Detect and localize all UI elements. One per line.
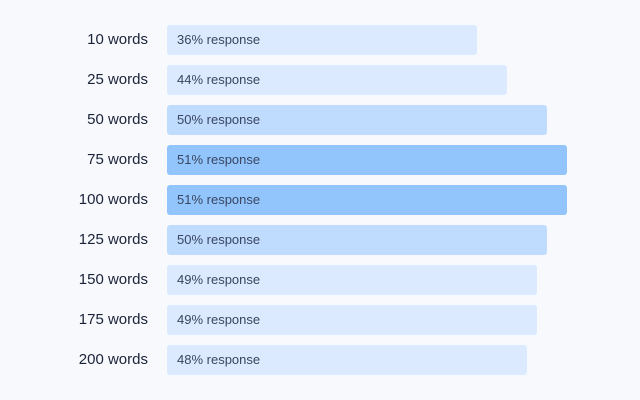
bar-value-label: 49% response (177, 312, 261, 327)
bar-value-label: 49% response (177, 272, 261, 287)
category-label: 175 words (78, 311, 148, 328)
response-bar: 50% response (167, 105, 547, 135)
category-label: 150 words (78, 271, 148, 288)
response-bar: 51% response (167, 145, 567, 175)
chart-row: 175 words 49% response (0, 305, 640, 335)
bar-value-label: 44% response (177, 72, 261, 87)
response-bar: 50% response (167, 225, 547, 255)
bar-value-label: 48% response (177, 352, 261, 367)
category-label: 200 words (78, 351, 148, 368)
bar-value-label: 36% response (177, 32, 261, 47)
response-bar: 49% response (167, 305, 537, 335)
category-label: 100 words (78, 191, 148, 208)
response-bar: 48% response (167, 345, 527, 375)
chart-row: 10 words 36% response (0, 25, 640, 55)
response-bar: 51% response (167, 185, 567, 215)
chart-row: 25 words 44% response (0, 65, 640, 95)
bar-value-label: 51% response (177, 192, 261, 207)
chart-row: 150 words 49% response (0, 265, 640, 295)
category-label: 125 words (78, 231, 148, 248)
chart-row: 125 words 50% response (0, 225, 640, 255)
category-label: 10 words (87, 31, 148, 48)
category-label: 75 words (87, 151, 148, 168)
chart-row: 75 words 51% response (0, 145, 640, 175)
bar-value-label: 51% response (177, 152, 261, 167)
category-label: 50 words (87, 111, 148, 128)
bar-value-label: 50% response (177, 112, 261, 127)
response-bar: 49% response (167, 265, 537, 295)
category-label: 25 words (87, 71, 148, 88)
response-bar: 36% response (167, 25, 477, 55)
response-bar: 44% response (167, 65, 507, 95)
chart-row: 50 words 50% response (0, 105, 640, 135)
chart-row: 100 words 51% response (0, 185, 640, 215)
bar-value-label: 50% response (177, 232, 261, 247)
chart-row: 200 words 48% response (0, 345, 640, 375)
